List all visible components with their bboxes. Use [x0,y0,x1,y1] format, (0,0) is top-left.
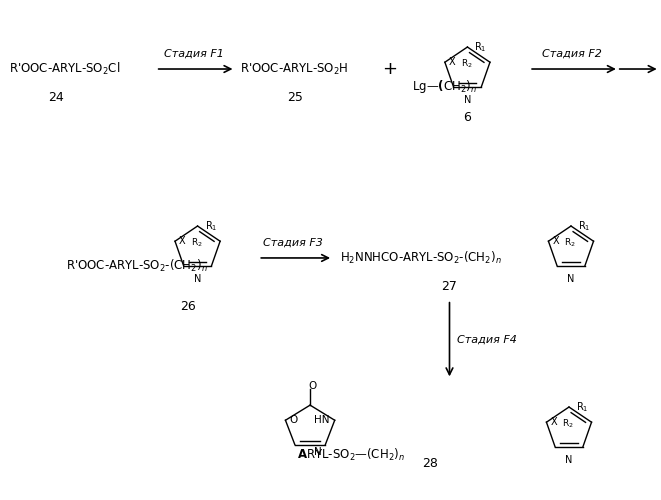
Text: X: X [179,236,186,246]
Text: Стадия F2: Стадия F2 [542,49,602,59]
Text: HN: HN [314,416,330,426]
Text: R$_2$: R$_2$ [191,237,203,250]
Text: R$_2$: R$_2$ [564,237,576,250]
Text: N: N [194,274,201,283]
Text: R$_1$: R$_1$ [475,40,487,54]
Text: R$_2$: R$_2$ [461,58,473,70]
Text: Стадия F3: Стадия F3 [263,238,323,248]
Text: N: N [313,446,321,456]
Text: O: O [290,416,297,426]
Text: X: X [449,57,455,67]
Text: 25: 25 [288,91,303,104]
Text: O: O [308,381,316,391]
Text: 6: 6 [463,111,471,124]
Text: R'OOC-ARYL-SO$_2$Cl: R'OOC-ARYL-SO$_2$Cl [9,61,121,77]
Text: R$_1$: R$_1$ [205,220,217,234]
Text: N: N [567,274,574,283]
Text: R$_1$: R$_1$ [576,400,588,414]
Text: 27: 27 [442,280,457,293]
Text: +: + [382,60,397,78]
Text: R'OOC-ARYL-SO$_2$-(CH$_2$)$_n$: R'OOC-ARYL-SO$_2$-(CH$_2$)$_n$ [65,258,208,274]
Text: 26: 26 [180,300,196,312]
Text: $\bf{A}$RYL-SO$_2$—(CH$_2$)$_n$: $\bf{A}$RYL-SO$_2$—(CH$_2$)$_n$ [297,446,405,463]
Text: R'OOC-ARYL-SO$_2$H: R'OOC-ARYL-SO$_2$H [241,62,349,76]
Text: 28: 28 [422,457,438,470]
Text: H$_2$NNHCO-ARYL-SO$_2$-(CH$_2$)$_n$: H$_2$NNHCO-ARYL-SO$_2$-(CH$_2$)$_n$ [340,250,502,266]
Text: Стадия F4: Стадия F4 [457,334,518,344]
Text: Lg—$\bf{(}$CH$_2)_n$: Lg—$\bf{(}$CH$_2)_n$ [412,78,477,96]
Text: 24: 24 [48,91,64,104]
Text: N: N [565,454,572,464]
Text: N: N [464,94,471,104]
Text: X: X [551,417,557,427]
Text: Стадия F1: Стадия F1 [164,49,223,59]
Text: X: X [553,236,559,246]
Text: R$_1$: R$_1$ [578,220,590,234]
Text: R$_2$: R$_2$ [563,418,574,430]
